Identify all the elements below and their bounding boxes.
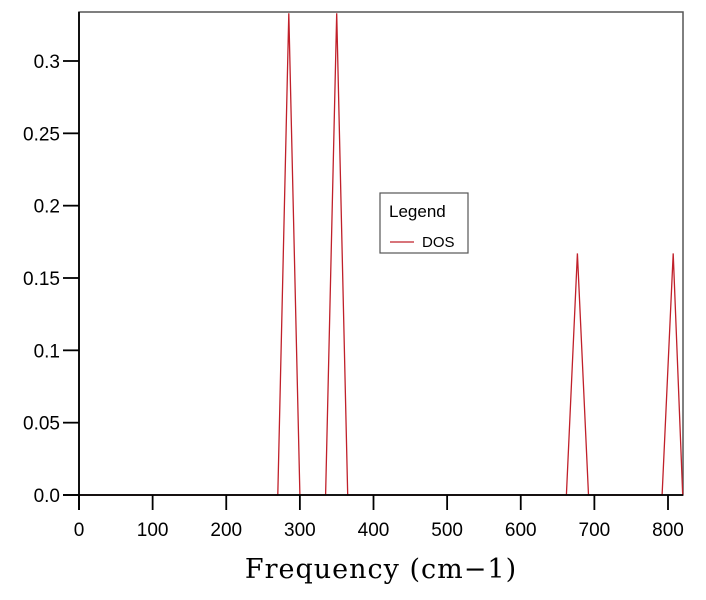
x-axis-label: Frequency (cm−1) [245,554,517,585]
x-tick-label: 800 [652,520,684,541]
y-tick-label: 0.2 [34,197,60,218]
x-tick-label: 600 [505,520,537,541]
y-tick-label: 0.15 [23,269,60,290]
y-tick-label: 0.05 [23,414,60,435]
legend-box [379,192,469,254]
x-tick-label: 200 [210,520,242,541]
legend-entry-dos: DOS [422,234,455,251]
y-tick-label: 0.0 [34,486,60,507]
x-tick-label: 500 [431,520,463,541]
x-tick-label: 300 [284,520,316,541]
y-tick-label: 0.25 [23,124,60,145]
x-axis: 0 100 200 300 400 500 600 700 800 [63,494,684,541]
x-tick-label: 400 [358,520,390,541]
y-tick-label: 0.3 [34,52,60,73]
legend-title: Legend [389,202,446,221]
y-tick-label: 0.1 [34,341,60,362]
y-axis: 0.0 0.05 0.1 0.15 0.2 0.25 0.3 [23,12,80,510]
x-tick-label: 100 [137,520,169,541]
legend: Legend DOS [379,192,469,254]
x-tick-label: 700 [579,520,611,541]
x-tick-label: 0 [74,520,85,541]
